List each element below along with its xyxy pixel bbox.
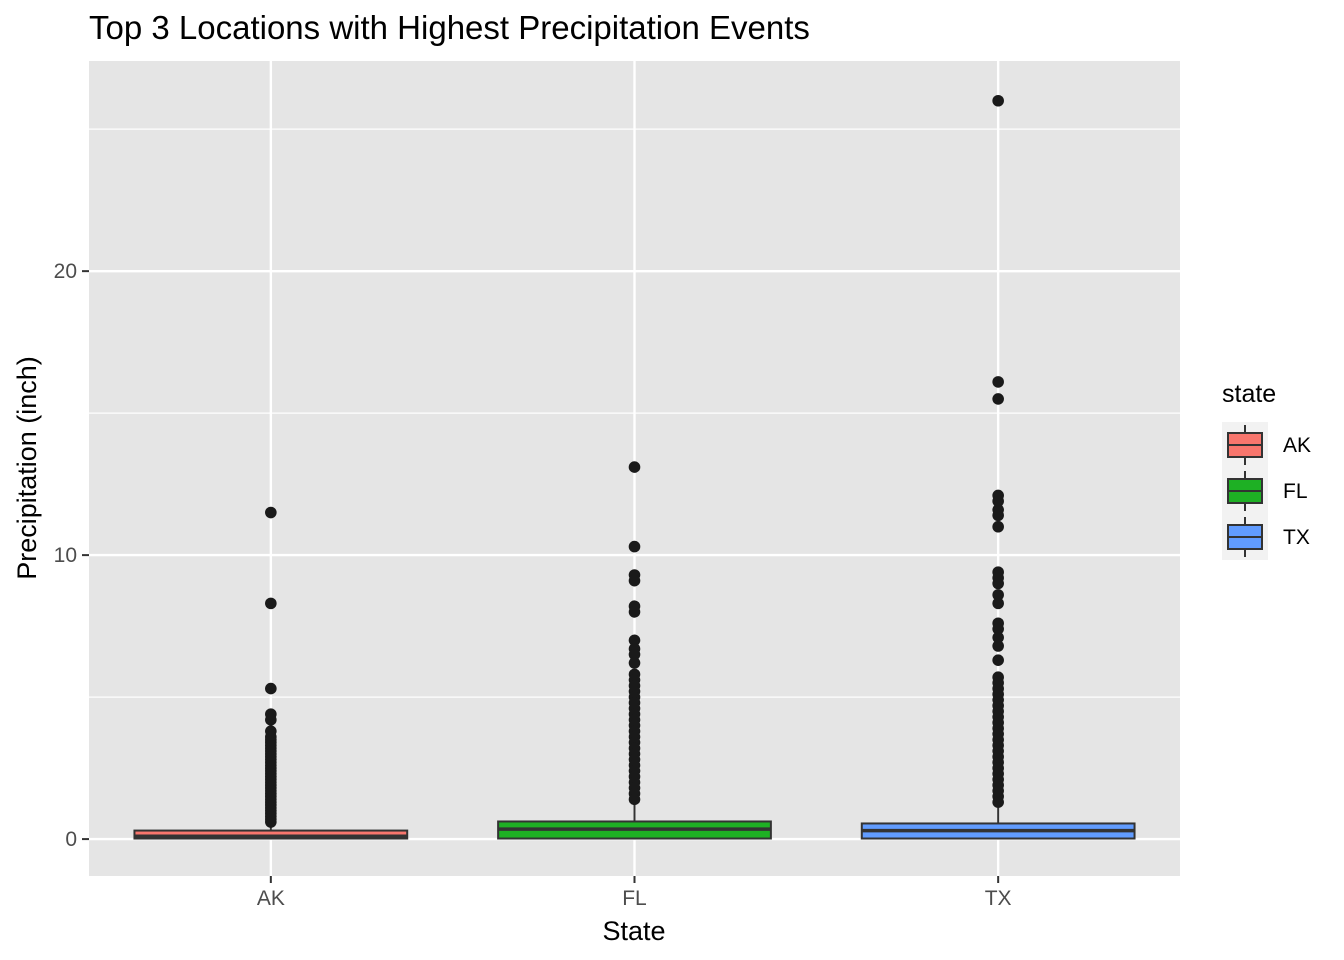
outlier-point [628, 461, 641, 473]
legend-item-FL: FL [1222, 468, 1308, 514]
chart-title: Top 3 Locations with Highest Precipitati… [89, 9, 810, 46]
legend-title: state [1222, 380, 1276, 408]
outlier-point [992, 654, 1004, 666]
outlier-point [628, 657, 641, 669]
box-layer [133, 94, 1136, 840]
y-tick-label: 0 [65, 828, 77, 851]
outlier-point [992, 495, 1004, 507]
outlier-point [265, 506, 277, 519]
x-tick-label: AK [257, 887, 285, 910]
x-tick-label: TX [985, 887, 1012, 910]
legend-label: TX [1283, 526, 1310, 549]
outlier-point [265, 597, 277, 610]
y-tick-label: 20 [54, 260, 77, 283]
outlier-point [992, 640, 1004, 652]
outlier-point [265, 714, 277, 726]
outlier-point [992, 589, 1004, 601]
outlier-point [992, 94, 1004, 107]
outlier-point [992, 623, 1004, 635]
legend-label: AK [1283, 434, 1311, 457]
outlier-point [628, 606, 641, 618]
outlier-point [992, 631, 1004, 644]
outlier-point [992, 796, 1004, 808]
outlier-point [992, 520, 1004, 533]
x-tick-label: FL [622, 887, 647, 910]
box-TX [860, 94, 1136, 840]
box-AK [133, 506, 409, 840]
legend-item-AK: AK [1222, 422, 1311, 468]
box-FL [497, 461, 772, 840]
outlier-point [628, 634, 641, 647]
outlier-point [265, 816, 277, 828]
legend: state AK FL TX [1222, 380, 1311, 560]
legend-label: FL [1283, 480, 1308, 503]
outlier-point [992, 597, 1004, 610]
outlier-point [628, 648, 641, 661]
y-tick-label: 10 [54, 544, 77, 567]
y-axis-title: Precipitation (inch) [12, 356, 42, 580]
outlier-point [628, 540, 641, 553]
outlier-point [992, 509, 1004, 522]
y-axis: 0 10 20 [54, 260, 89, 851]
outlier-point [992, 577, 1004, 590]
outlier-point [992, 393, 1004, 405]
x-axis: AK FL TX [257, 876, 1012, 910]
outlier-point [992, 376, 1004, 388]
outlier-point [265, 682, 277, 695]
outlier-point [628, 574, 641, 587]
legend-item-TX: TX [1222, 514, 1310, 560]
x-axis-title: State [602, 916, 665, 946]
outlier-point [628, 793, 641, 806]
